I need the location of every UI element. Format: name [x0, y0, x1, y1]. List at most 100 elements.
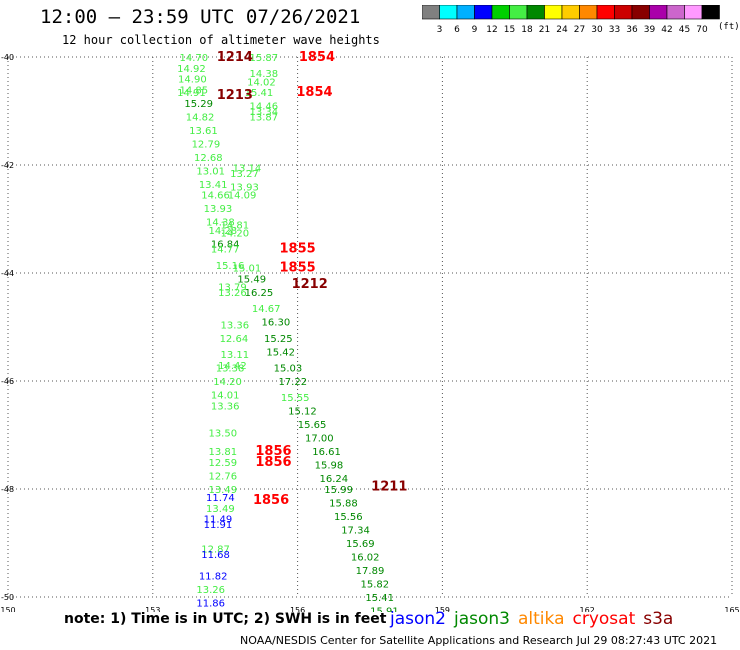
wave-height-label: 16.25 [245, 288, 274, 299]
wave-height-label: 13.50 [208, 428, 237, 439]
colorbar-tick-label: 18 [521, 25, 533, 35]
wave-height-label: 17.00 [305, 434, 334, 445]
wave-height-label: 11.49 [204, 515, 233, 526]
wave-height-label: 13.34 [249, 107, 278, 118]
wave-height-label: 15.99 [324, 485, 353, 496]
wave-height-label: 15.65 [298, 420, 327, 431]
x-tick-label: 150 [0, 606, 15, 612]
wave-height-label: 14.46 [249, 102, 278, 113]
wave-height-label: 14.20 [221, 229, 250, 240]
wave-height-label: 13.81 [208, 447, 237, 458]
credit-line: NOAA/NESDIS Center for Satellite Applica… [240, 634, 718, 647]
footnote: note: 1) Time is in UTC; 2) SWH is in fe… [64, 611, 387, 627]
wave-height-label: 14.92 [177, 64, 206, 75]
wave-height-label: 15.12 [288, 407, 317, 418]
y-tick-label: -42 [1, 161, 14, 170]
pass-time-label: 1856 [255, 455, 291, 470]
wave-height-label: 14.02 [247, 77, 276, 88]
pass-time-label: 1856 [253, 493, 289, 508]
wave-height-label: 11.68 [201, 550, 230, 561]
wave-height-label: 13.14 [233, 164, 262, 175]
wave-height-label: 14.01 [211, 391, 240, 402]
wave-height-label: 12.79 [192, 139, 221, 150]
wave-height-label: 14.67 [252, 304, 281, 315]
colorbar-tick-label: 70 [696, 25, 708, 35]
wave-height-label: 16.24 [319, 474, 348, 485]
wave-height-label: 14.77 [211, 245, 240, 256]
wave-height-label: 14.20 [213, 377, 242, 388]
chart-subtitle: 12 hour collection of altimeter wave hei… [62, 33, 380, 47]
wave-height-label: 13.87 [249, 112, 278, 123]
x-tick-label: 159 [435, 606, 450, 612]
pass-time-label: 1854 [299, 50, 335, 65]
colorbar-tick-label: 33 [609, 25, 620, 35]
wave-height-label: 15.87 [249, 53, 278, 64]
pass-time-label: 1855 [280, 261, 316, 276]
wave-height-label: 15.25 [264, 334, 293, 345]
wave-height-label: 13.93 [230, 183, 259, 194]
wave-height-label: 16.84 [211, 239, 240, 250]
chart-title: 12:00 – 23:59 UTC 07/26/2021 [40, 6, 361, 28]
colorbar-tick-label: 24 [556, 25, 568, 35]
colorbar-tick-label: 6 [454, 25, 460, 35]
colorbar-tick-label: 9 [472, 25, 478, 35]
y-tick-label: -40 [1, 53, 14, 62]
y-tick-label: -46 [1, 377, 14, 386]
colorbar-tick-label: 45 [679, 25, 690, 35]
wave-height-label: 12.68 [194, 153, 223, 164]
wave-height-label: 16.30 [262, 318, 291, 329]
wave-height-label: 13.93 [204, 204, 233, 215]
wave-height-label: 14.38 [249, 69, 278, 80]
wave-height-label: 15.16 [216, 261, 245, 272]
wave-height-label: 11.86 [196, 598, 225, 609]
wave-height-label: 15.41 [365, 593, 394, 604]
colorbar-tick-label: 39 [644, 25, 656, 35]
wave-height-label: 13.01 [196, 166, 225, 177]
wave-height-label: 12.76 [208, 472, 237, 483]
wave-height-label: 17.22 [278, 377, 307, 388]
y-tick-label: -44 [1, 269, 14, 278]
colorbar-swatch [701, 5, 720, 20]
pass-time-label: 1854 [296, 85, 332, 100]
wave-height-label: 13.61 [189, 126, 218, 137]
wave-height-label: 13.38 [216, 364, 245, 375]
wave-height-label: 11.91 [204, 520, 233, 531]
wave-height-label: 15.69 [346, 539, 375, 550]
wave-height-label: 15.98 [315, 461, 344, 472]
satellite-jason2: jason2 [390, 609, 446, 629]
wave-height-label: 14.38 [206, 218, 235, 229]
wave-height-label: 15.91 [370, 607, 399, 613]
wave-height-label: 16.61 [312, 447, 341, 458]
wave-height-label: 13.26 [218, 288, 247, 299]
y-tick-label: -50 [1, 593, 14, 602]
wave-height-label: 13.27 [230, 169, 259, 180]
wave-height-label: 16.02 [351, 553, 380, 564]
wave-height-label: 14.91 [177, 88, 206, 99]
pass-time-label: 1212 [292, 277, 328, 292]
color-scale-legend: 3 6 9 12 15 18 21 24 27 30 33 36 39 42 45 70 [422, 5, 720, 35]
wave-height-label: 12.59 [208, 458, 237, 469]
x-tick-label: 162 [580, 606, 595, 612]
pass-time-label: 1855 [280, 242, 316, 257]
wave-height-label: 11.74 [206, 493, 235, 504]
wave-height-label: 14.09 [228, 191, 257, 202]
colorbar-tick-label: 21 [539, 25, 550, 35]
colorbar-tick-label: 36 [626, 25, 638, 35]
legend-unit-label: (ft) [718, 22, 740, 32]
wave-height-label: 11.82 [199, 571, 228, 582]
wave-height-label: 14.85 [180, 85, 209, 96]
wave-height-label: 17.34 [341, 526, 370, 537]
colorbar-tick-label: 42 [661, 25, 672, 35]
satellite-cryosat: cryosat [572, 609, 636, 629]
satellite-jason3: jason3 [454, 609, 510, 629]
colorbar-tick-label: 12 [486, 25, 497, 35]
y-tick-label: -48 [1, 485, 14, 494]
wave-height-label: 15.01 [233, 264, 262, 275]
x-tick-label: 165 [724, 606, 739, 612]
wave-height-label: 13.79 [218, 283, 247, 294]
wave-height-label: 15.41 [245, 88, 274, 99]
pass-time-label: 1214 [217, 50, 253, 65]
wave-height-label: 14.42 [218, 361, 247, 372]
satellite-s3a: s3a [643, 609, 674, 629]
